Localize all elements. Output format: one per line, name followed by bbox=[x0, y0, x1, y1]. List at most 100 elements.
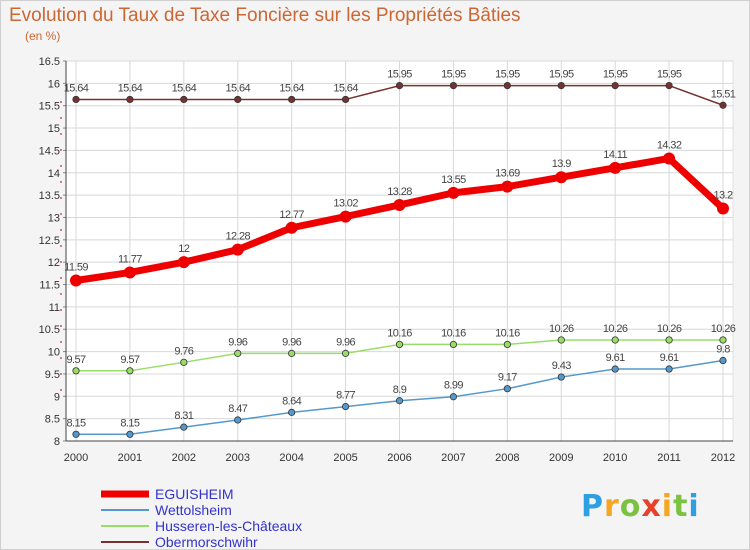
data-point-wettolsheim bbox=[180, 423, 188, 431]
data-point-obermorschwihr bbox=[611, 81, 619, 90]
data-label-eguisheim: 13.69 bbox=[495, 168, 520, 180]
data-point-wettolsheim bbox=[341, 402, 350, 411]
data-label-eguisheim: 11.59 bbox=[64, 262, 88, 274]
data-point-obermorschwihr bbox=[126, 95, 134, 104]
logo-letter: i bbox=[688, 489, 700, 524]
data-label-wettolsheim: 8.31 bbox=[174, 410, 193, 422]
data-point-husseren-les-ch-teaux bbox=[126, 367, 134, 375]
data-label-obermorschwihr: 15.64 bbox=[64, 82, 89, 94]
data-label-husseren-les-ch-teaux: 9.57 bbox=[120, 354, 139, 366]
x-tick-label: 2006 bbox=[387, 452, 411, 464]
x-tick-label: 2009 bbox=[549, 452, 573, 464]
y-tick-label: 13 bbox=[48, 212, 60, 224]
y-tick-label: 10.5 bbox=[39, 324, 60, 336]
logo-letter: x bbox=[641, 489, 662, 524]
data-point-obermorschwihr bbox=[449, 81, 458, 90]
data-label-wettolsheim: 8.77 bbox=[336, 390, 355, 402]
x-tick-label: 2005 bbox=[333, 452, 357, 464]
x-tick-label: 2010 bbox=[603, 452, 627, 464]
data-label-husseren-les-ch-teaux: 9.76 bbox=[174, 345, 193, 357]
logo-letter: r bbox=[604, 489, 620, 524]
y-tick-label: 9.5 bbox=[45, 369, 60, 381]
y-tick-label: 8 bbox=[54, 436, 60, 448]
data-label-wettolsheim: 8.15 bbox=[120, 417, 139, 429]
data-point-eguisheim bbox=[70, 274, 82, 287]
y-tick-label: 11 bbox=[49, 302, 60, 314]
data-label-wettolsheim: 9.61 bbox=[660, 352, 679, 364]
data-point-husseren-les-ch-teaux bbox=[72, 367, 80, 375]
data-label-eguisheim: 13.2 bbox=[713, 190, 732, 202]
legend-swatch bbox=[101, 490, 149, 498]
data-label-husseren-les-ch-teaux: 9.96 bbox=[228, 336, 247, 348]
x-tick-label: 2000 bbox=[64, 452, 88, 464]
data-point-husseren-les-ch-teaux bbox=[719, 336, 727, 344]
legend-label: Wettolsheim bbox=[155, 502, 232, 518]
data-label-eguisheim: 12.28 bbox=[225, 231, 250, 243]
data-point-obermorschwihr bbox=[557, 81, 565, 90]
data-label-eguisheim: 13.28 bbox=[387, 186, 412, 198]
data-point-husseren-les-ch-teaux bbox=[395, 340, 404, 349]
data-point-wettolsheim bbox=[72, 430, 80, 438]
data-point-eguisheim bbox=[501, 180, 514, 193]
data-label-wettolsheim: 8.99 bbox=[444, 380, 463, 392]
data-point-eguisheim bbox=[663, 152, 676, 165]
data-label-obermorschwihr: 15.95 bbox=[549, 69, 574, 81]
data-point-husseren-les-ch-teaux bbox=[665, 336, 673, 344]
legend-label: EGUISHEIM bbox=[155, 486, 234, 502]
data-point-obermorschwihr bbox=[288, 95, 296, 104]
data-point-wettolsheim bbox=[234, 416, 242, 424]
data-point-wettolsheim bbox=[126, 430, 134, 438]
y-tick-label: 9 bbox=[54, 391, 60, 403]
x-tick-label: 2004 bbox=[279, 452, 303, 464]
data-point-wettolsheim bbox=[665, 365, 673, 373]
data-label-husseren-les-ch-teaux: 10.26 bbox=[603, 323, 628, 335]
y-tick-label: 13.5 bbox=[39, 190, 60, 202]
y-tick-label: 10 bbox=[48, 347, 60, 359]
data-label-wettolsheim: 9.61 bbox=[606, 352, 625, 364]
data-point-husseren-les-ch-teaux bbox=[288, 349, 296, 357]
data-label-obermorschwihr: 15.95 bbox=[387, 69, 412, 81]
y-tick-label: 15.5 bbox=[39, 101, 60, 113]
data-point-eguisheim bbox=[285, 221, 298, 234]
x-tick-label: 2001 bbox=[118, 452, 142, 464]
legend-swatch bbox=[101, 509, 149, 511]
data-point-obermorschwihr bbox=[395, 81, 404, 90]
data-label-husseren-les-ch-teaux: 10.16 bbox=[387, 327, 412, 339]
legend-swatch bbox=[101, 525, 149, 527]
data-point-wettolsheim bbox=[288, 408, 296, 416]
y-tick-label: 16.5 bbox=[39, 56, 60, 68]
data-label-eguisheim: 14.32 bbox=[657, 139, 682, 151]
data-point-husseren-les-ch-teaux bbox=[341, 349, 350, 357]
data-point-wettolsheim bbox=[395, 397, 404, 405]
x-tick-label: 2012 bbox=[711, 452, 735, 464]
data-label-husseren-les-ch-teaux: 10.16 bbox=[495, 327, 520, 339]
data-point-wettolsheim bbox=[503, 385, 511, 393]
data-label-obermorschwihr: 15.64 bbox=[333, 82, 358, 94]
x-tick-label: 2011 bbox=[657, 452, 681, 464]
data-label-wettolsheim: 8.47 bbox=[228, 403, 247, 415]
data-label-wettolsheim: 9.17 bbox=[498, 372, 517, 384]
data-label-husseren-les-ch-teaux: 10.26 bbox=[657, 323, 682, 335]
data-label-obermorschwihr: 15.64 bbox=[225, 82, 250, 94]
data-label-eguisheim: 13.02 bbox=[333, 198, 358, 210]
data-point-eguisheim bbox=[447, 186, 460, 199]
data-point-obermorschwihr bbox=[719, 101, 727, 109]
data-label-eguisheim: 12 bbox=[178, 243, 190, 255]
x-tick-label: 2007 bbox=[441, 452, 465, 464]
data-point-husseren-les-ch-teaux bbox=[503, 340, 511, 349]
data-label-wettolsheim: 8.64 bbox=[282, 395, 301, 407]
y-tick-label: 14 bbox=[48, 168, 60, 180]
data-label-husseren-les-ch-teaux: 10.26 bbox=[549, 323, 574, 335]
data-label-obermorschwihr: 15.64 bbox=[279, 82, 304, 94]
x-tick-label: 2008 bbox=[495, 452, 519, 464]
data-label-husseren-les-ch-teaux: 9.96 bbox=[336, 336, 355, 348]
data-point-wettolsheim bbox=[611, 365, 619, 373]
y-tick-label: 15 bbox=[48, 123, 60, 135]
data-label-wettolsheim: 9.8 bbox=[716, 344, 730, 356]
y-tick-label: 12.5 bbox=[39, 235, 60, 247]
y-tick-label: 16 bbox=[48, 78, 60, 90]
data-point-husseren-les-ch-teaux bbox=[557, 336, 565, 344]
data-point-obermorschwihr bbox=[234, 95, 242, 104]
chart-unit-label: (en %) bbox=[25, 29, 61, 43]
legend-label: Husseren-les-Châteaux bbox=[155, 518, 303, 534]
